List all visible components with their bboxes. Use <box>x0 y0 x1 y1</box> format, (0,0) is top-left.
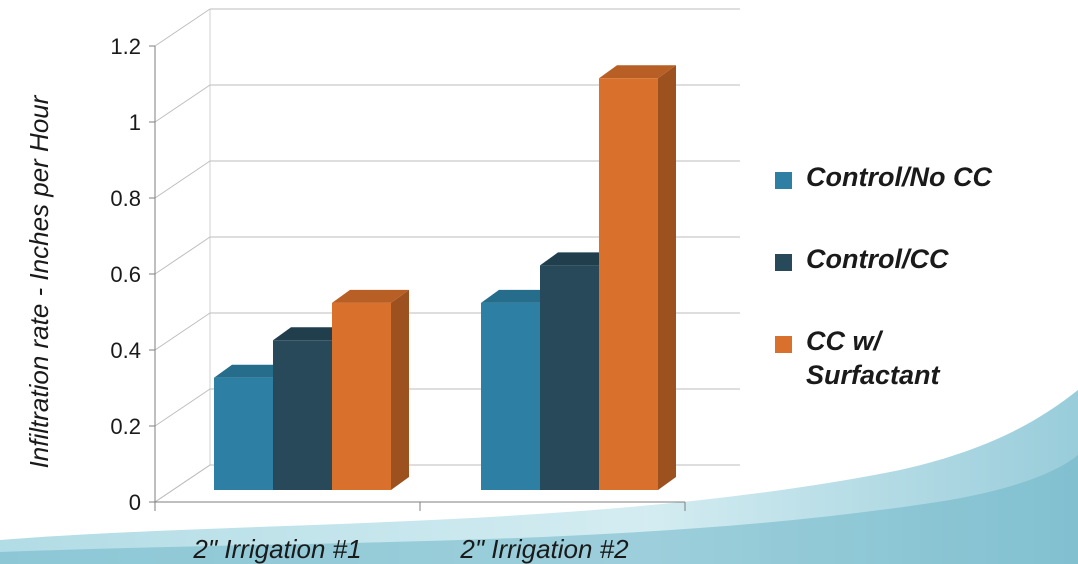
legend-item: CC w/ Surfactant <box>775 324 1075 392</box>
legend-label: Control/CC <box>806 244 949 274</box>
bar-front <box>332 302 391 490</box>
bar <box>599 65 676 491</box>
bar-front <box>599 78 658 491</box>
gridline-side <box>154 236 211 275</box>
gridline-side <box>154 160 211 199</box>
bar <box>332 289 409 490</box>
y-tick-label: 0.8 <box>110 186 141 211</box>
y-axis-ticks: 0 0.2 0.4 0.6 0.8 1 1.2 <box>110 34 156 515</box>
bar-front <box>540 265 599 490</box>
bar-top <box>540 252 617 266</box>
gridline-side <box>154 8 211 47</box>
bar-top <box>481 289 558 303</box>
y-tick-label: 0 <box>129 490 141 515</box>
bar-top <box>273 327 350 341</box>
x-axis-ticks: 2" Irrigation #1 2" Irrigation #2 <box>154 501 686 564</box>
y-tick-label: 0.6 <box>110 262 141 287</box>
gridline-side <box>154 84 211 123</box>
y-tick-label: 0.4 <box>110 338 141 363</box>
bar-side <box>658 65 676 491</box>
bars <box>214 65 676 491</box>
bar-side <box>391 289 409 490</box>
y-tick-label: 1 <box>129 110 141 135</box>
legend-item: Control/CC <box>775 242 1075 276</box>
legend-label: CC w/ Surfactant <box>806 326 940 390</box>
y-tick-label: 1.2 <box>110 34 141 59</box>
legend: Control/No CC Control/CC CC w/ Surfactan… <box>775 160 1075 392</box>
legend-swatch <box>775 336 792 353</box>
gridline-side <box>154 464 211 503</box>
bar-front <box>214 377 273 490</box>
legend-swatch <box>775 172 792 189</box>
x-tick-label: 2" Irrigation #1 <box>192 534 361 564</box>
bar-front <box>481 302 540 490</box>
legend-item: Control/No CC <box>775 160 1075 194</box>
gridline-side <box>154 312 211 351</box>
bar-top <box>214 364 291 378</box>
bar-top <box>332 289 409 303</box>
legend-label: Control/No CC <box>806 162 992 192</box>
legend-swatch <box>775 254 792 271</box>
x-tick-label: 2" Irrigation #2 <box>459 534 629 564</box>
y-tick-label: 0.2 <box>110 414 141 439</box>
bar-top <box>599 65 676 79</box>
gridline-side <box>154 388 211 427</box>
y-axis-label: Infiltration rate - Inches per Hour <box>24 94 54 468</box>
bar-front <box>273 340 332 490</box>
